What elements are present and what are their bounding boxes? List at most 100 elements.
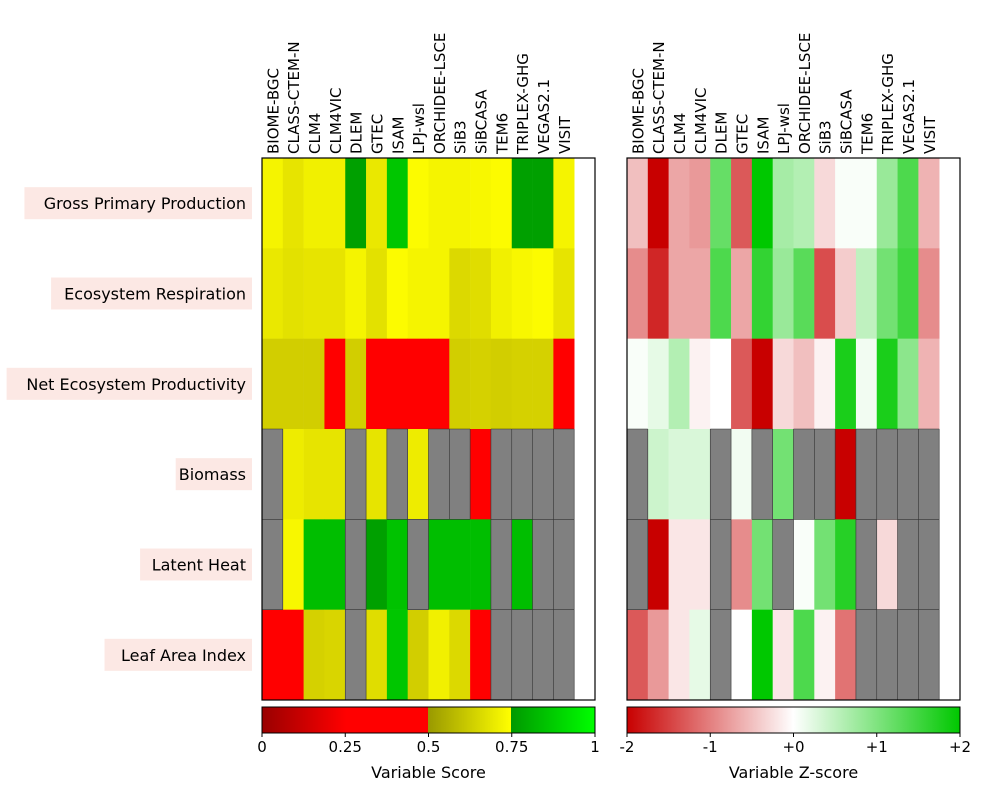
score-model-label: CLASS-CTEM-N [285, 41, 303, 154]
score-colorbar-segment-mid [428, 707, 511, 733]
zscore-model-label: CLM4VIC [692, 88, 710, 154]
row-label: Gross Primary Production [44, 194, 246, 213]
zscore-cell [710, 248, 732, 339]
score-cell [407, 338, 429, 430]
row-label: Latent Heat [152, 556, 246, 575]
score-cell [428, 519, 450, 610]
zscore-cell [876, 609, 898, 701]
score-cell [345, 248, 367, 339]
colorbar-tick-label: 0.25 [329, 738, 362, 756]
zscore-cell [876, 519, 898, 610]
score-cell [366, 429, 388, 520]
score-cell [532, 609, 554, 701]
zscore-cell [918, 519, 940, 610]
score-model-label: LPJ-wsl [410, 103, 428, 154]
score-cell [303, 609, 325, 701]
zscore-cell [772, 158, 794, 249]
zscore-cell [918, 609, 940, 701]
score-cell [282, 609, 304, 701]
zscore-cell [835, 609, 857, 701]
score-model-label: DLEM [348, 112, 366, 154]
score-cell [490, 519, 513, 610]
score-cell [303, 519, 325, 610]
row-label-background [24, 187, 253, 220]
zscore-cell [814, 338, 836, 430]
zscore-cell [647, 429, 669, 520]
zscore-model-label: DLEM [713, 112, 731, 154]
zscore-model-label: VEGAS2.1 [900, 79, 918, 154]
zscore-model-label: TRIPLEX-GHG [879, 53, 897, 155]
zscore-cell [793, 429, 815, 520]
zscore-cell [751, 158, 773, 249]
colorbar-tick-label: 0 [257, 738, 267, 756]
score-cell [532, 248, 554, 339]
zscore-cell [668, 609, 690, 701]
zscore-cell [689, 338, 711, 430]
score-cell [470, 248, 492, 339]
zscore-cell [793, 609, 815, 701]
colorbar-tick-label: -2 [620, 738, 635, 756]
zscore-cell [710, 609, 732, 701]
zscore-cell [855, 429, 878, 520]
score-cell [303, 158, 325, 249]
score-cell [490, 248, 513, 339]
zscore-cell [855, 158, 878, 249]
score-cell [324, 338, 346, 430]
row-label-background [104, 638, 252, 671]
row-label-background [6, 367, 252, 400]
zscore-cell [855, 609, 878, 701]
score-cell [407, 609, 429, 701]
score-cell [470, 158, 492, 249]
zscore-cell [793, 158, 815, 249]
score-cell [386, 158, 408, 249]
zscore-cell [668, 158, 690, 249]
zscore-cell [793, 248, 815, 339]
score-cell [262, 338, 284, 430]
score-cell [511, 158, 533, 249]
zscore-cell [897, 609, 919, 701]
score-cell [470, 519, 492, 610]
score-cell [282, 158, 304, 249]
score-cell [428, 338, 450, 430]
score-cell [386, 248, 408, 339]
zscore-cell [814, 158, 836, 249]
zscore-cell [855, 248, 878, 339]
score-cell [282, 429, 304, 520]
zscore-cell [731, 338, 753, 430]
score-cell [407, 248, 429, 339]
score-cell [553, 158, 575, 249]
zscore-cell [668, 429, 690, 520]
score-cell [449, 519, 471, 610]
zscore-model-label: GTEC [733, 114, 751, 154]
score-cell [303, 248, 325, 339]
zscore-cell [876, 338, 898, 430]
score-cell [262, 429, 284, 520]
zscore-cell [772, 609, 794, 701]
score-frame [261, 157, 596, 701]
zscore-cell [772, 429, 794, 520]
score-model-label: CLM4 [306, 113, 324, 154]
zscore-cell [731, 248, 753, 339]
score-cell [449, 338, 471, 430]
score-cell [282, 338, 304, 430]
score-model-label: VEGAS2.1 [535, 79, 553, 154]
score-cell [262, 158, 284, 249]
zscore-cell [710, 338, 732, 430]
zscore-cell [814, 429, 836, 520]
score-cell [511, 429, 533, 520]
zscore-cell [835, 338, 857, 430]
zscore-model-label: SiB3 [817, 120, 835, 154]
score-cell [262, 609, 284, 701]
zscore-cell [627, 248, 649, 339]
zscore-cell [876, 429, 898, 520]
zscore-cell [731, 519, 753, 610]
zscore-frame [626, 157, 961, 701]
score-cell [553, 338, 575, 430]
zscore-cell [710, 429, 732, 520]
zscore-cell [647, 338, 669, 430]
zscore-cell [751, 519, 773, 610]
score-cell [282, 519, 304, 610]
zscore-cell [689, 609, 711, 701]
zscore-cell [647, 158, 669, 249]
zscore-model-label: CLM4 [671, 113, 689, 154]
